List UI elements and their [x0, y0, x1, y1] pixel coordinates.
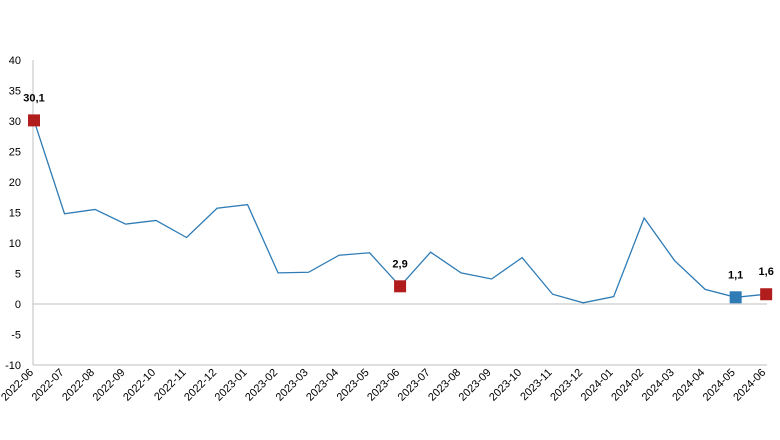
- data-point-marker: [760, 288, 773, 301]
- data-labels: 30,1 2,9 1,1 1,6: [23, 92, 774, 281]
- y-tick-label: 5: [15, 269, 21, 281]
- y-tick-label: 20: [9, 177, 21, 189]
- x-tick-label: 2024-03: [640, 367, 677, 404]
- x-tick-label: 2024-06: [731, 367, 768, 404]
- data-label: 1,1: [728, 269, 743, 281]
- x-tick-label: 2023-06: [365, 367, 402, 404]
- x-tick-label: 2024-05: [701, 367, 738, 404]
- y-tick-label: 15: [9, 208, 21, 220]
- x-tick-label: 2023-02: [243, 367, 280, 404]
- x-tick-label: 2022-07: [30, 367, 67, 404]
- x-tick-label: 2023-09: [457, 367, 494, 404]
- y-tick-label: 0: [15, 299, 21, 311]
- x-tick-label: 2022-09: [91, 367, 128, 404]
- x-tick-label: 2023-01: [213, 367, 250, 404]
- y-tick-label: 25: [9, 147, 21, 159]
- x-tick-label: 2023-12: [548, 367, 585, 404]
- x-tick-label: 2023-07: [396, 367, 433, 404]
- x-tick-label: 2022-08: [60, 367, 97, 404]
- data-point-marker: [28, 114, 40, 127]
- x-tick-label: 2022-10: [121, 367, 158, 404]
- y-tick-label: 40: [9, 55, 21, 67]
- x-tick-label: 2023-10: [487, 367, 524, 404]
- y-tick-label: -5: [11, 330, 21, 342]
- x-tick-label: 2022-12: [182, 367, 219, 404]
- x-tick-label: 2023-03: [274, 367, 311, 404]
- data-label: 1,6: [759, 266, 774, 278]
- x-tick-label: 2022-06: [0, 367, 36, 404]
- x-tick-label: 2023-05: [335, 367, 372, 404]
- y-tick-label: 10: [9, 238, 21, 250]
- x-tick-label: 2023-08: [426, 367, 463, 404]
- y-tick-labels: 40 35 30 25 20 15 10 5 0 -5 -10: [5, 55, 21, 372]
- data-point-marker: [729, 291, 742, 304]
- x-tick-label: 2024-02: [609, 367, 646, 404]
- y-tick-label: 35: [9, 86, 21, 98]
- data-label: 2,9: [392, 258, 407, 270]
- highlighted-markers: [28, 114, 773, 304]
- x-tick-label: 2024-01: [579, 367, 616, 404]
- y-tick-label: -10: [5, 360, 21, 372]
- y-tick-label: 30: [9, 116, 21, 128]
- series-line: [33, 120, 767, 304]
- x-tick-label: 2024-04: [670, 367, 707, 404]
- x-tick-label: 2023-04: [304, 367, 341, 404]
- data-point-marker: [394, 280, 407, 293]
- data-label: 30,1: [23, 92, 44, 104]
